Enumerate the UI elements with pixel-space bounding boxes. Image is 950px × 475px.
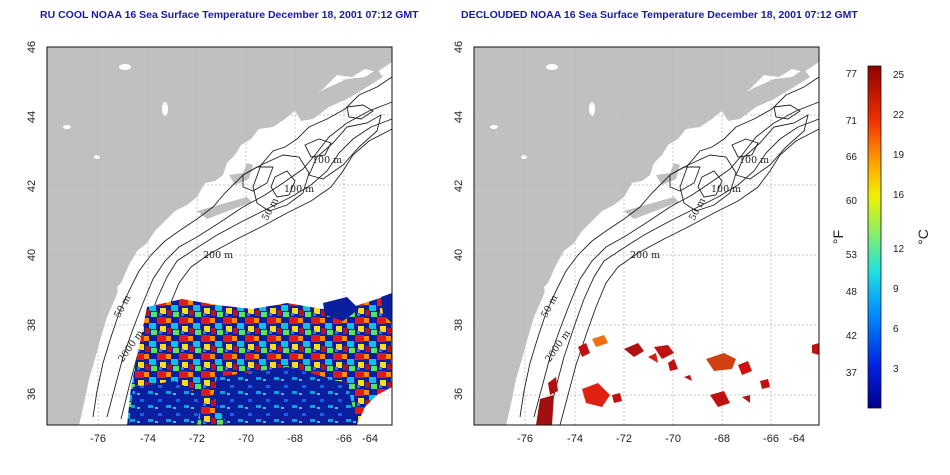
left-lat-axis: 46 44 42 40 38 36 [26,41,38,400]
left-map-title: RU COOL NOAA 16 Sea Surface Temperature … [40,9,419,21]
lon-tick: -70 [665,433,681,445]
celsius-tick: 25 [893,70,905,81]
right-lat-axis: 46 44 42 40 38 36 [453,41,465,400]
fahrenheit-tick: 77 [846,69,858,80]
celsius-tick: 12 [893,244,905,255]
lon-tick: -72 [189,433,205,445]
celsius-tick: 22 [893,110,905,121]
fahrenheit-tick: 37 [846,368,858,379]
fahrenheit-unit-label: °F [830,230,846,244]
right-lon-axis: -76 -74 -72 -70 -68 -66 -64 [517,433,805,445]
contour-label-200m: 200 m [630,250,660,261]
celsius-tick: 9 [893,284,899,295]
celsius-unit-label: °C [915,229,931,245]
lat-tick: 40 [26,249,38,261]
lon-tick: -70 [238,433,254,445]
right-map-panel [473,46,820,426]
contour-label-100m-upper: 100 m [312,155,342,166]
celsius-tick: 6 [893,324,899,335]
lat-tick: 40 [453,249,465,261]
contour-label-100m-middle: 100 m [284,184,314,195]
sst-raw-field [127,293,392,425]
contour-label-200m: 200 m [203,250,233,261]
lat-tick: 44 [453,111,465,123]
lon-tick: -66 [763,433,779,445]
fahrenheit-tick: 48 [846,287,858,298]
left-map-panel [46,46,393,426]
lat-tick: 42 [453,180,465,192]
fahrenheit-tick: 53 [846,250,858,261]
celsius-tick: 3 [893,364,899,375]
sst-colorbar [867,65,882,409]
lon-tick: -76 [90,433,106,445]
contour-label-100m-upper: 100 m [739,155,769,166]
colorbar-celsius-ticks: 25 22 19 16 12 9 6 3 [893,70,905,375]
fahrenheit-tick: 66 [846,152,858,163]
lon-tick: -74 [140,433,156,445]
lon-tick: -64 [362,433,378,445]
celsius-tick: 19 [893,150,905,161]
contour-label-100m-middle: 100 m [711,184,741,195]
lat-tick: 36 [26,388,38,400]
celsius-tick: 16 [893,190,905,201]
right-map-title: DECLOUDED NOAA 16 Sea Surface Temperatur… [461,9,858,21]
colorbar-fahrenheit-ticks: 77 71 66 60 53 48 42 37 [846,69,858,379]
lon-tick: -68 [287,433,303,445]
lat-tick: 42 [26,180,38,192]
lon-tick: -66 [336,433,352,445]
fahrenheit-tick: 71 [846,116,858,127]
fahrenheit-tick: 60 [846,196,858,207]
lat-tick: 46 [26,41,38,53]
lat-tick: 36 [453,388,465,400]
lat-tick: 44 [26,111,38,123]
lat-tick: 38 [26,319,38,331]
lat-tick: 38 [453,319,465,331]
lat-tick: 46 [453,41,465,53]
sst-declouded-patches [536,335,819,425]
lon-tick: -68 [714,433,730,445]
fahrenheit-tick: 42 [846,331,858,342]
left-lon-axis: -76 -74 -72 -70 -68 -66 -64 [90,433,378,445]
lon-tick: -72 [616,433,632,445]
lon-tick: -76 [517,433,533,445]
lon-tick: -64 [789,433,805,445]
lon-tick: -74 [567,433,583,445]
